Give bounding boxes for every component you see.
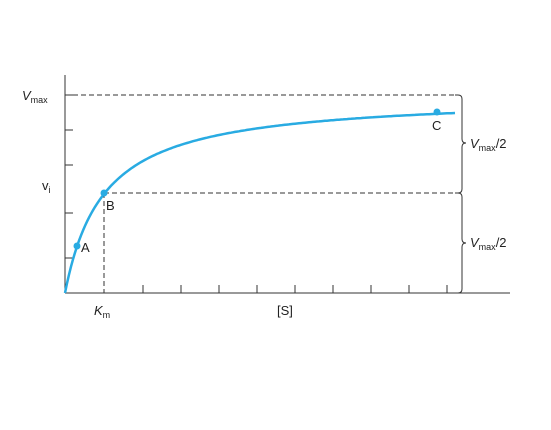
upper-bracket bbox=[455, 94, 467, 194]
point-c bbox=[433, 108, 441, 116]
bracket-label: Vmax/2 bbox=[470, 235, 507, 252]
axes bbox=[64, 75, 510, 294]
km-label: Km bbox=[94, 303, 110, 320]
vi-label: vi bbox=[42, 178, 51, 195]
lower-bracket bbox=[455, 192, 467, 294]
bracket-label: Vmax/2 bbox=[470, 136, 507, 153]
vmax-label: Vmax bbox=[22, 88, 48, 105]
point-label: B bbox=[106, 198, 115, 213]
point-label: C bbox=[432, 118, 441, 133]
curve bbox=[63, 111, 456, 294]
point-b bbox=[100, 189, 108, 197]
point-a bbox=[73, 242, 81, 250]
x-axis-label: [S] bbox=[277, 303, 293, 318]
point-label: A bbox=[81, 240, 90, 255]
